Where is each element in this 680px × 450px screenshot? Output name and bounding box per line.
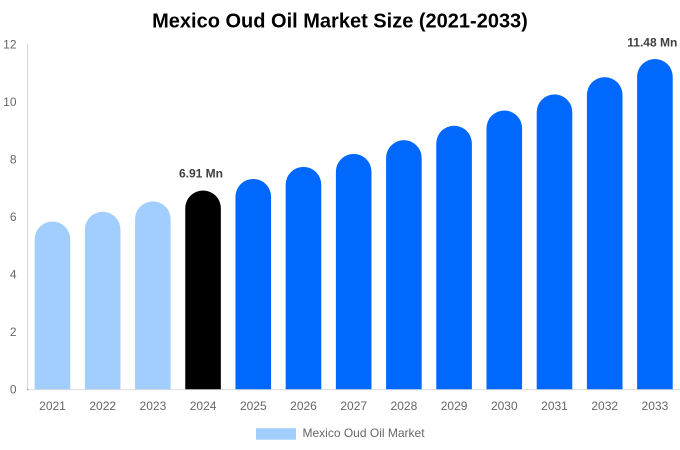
svg-text:12: 12 <box>3 37 17 51</box>
svg-text:2: 2 <box>10 325 17 339</box>
svg-text:11.48 Mn: 11.48 Mn <box>627 36 677 50</box>
svg-text:2030: 2030 <box>491 399 518 413</box>
svg-text:2029: 2029 <box>441 399 468 413</box>
svg-text:8: 8 <box>10 152 17 166</box>
svg-text:Mexico Oud Oil Market: Mexico Oud Oil Market <box>303 426 426 440</box>
svg-text:2026: 2026 <box>290 399 317 413</box>
svg-text:2031: 2031 <box>541 399 568 413</box>
svg-text:10: 10 <box>3 95 17 109</box>
svg-text:2024: 2024 <box>190 399 217 413</box>
svg-text:2021: 2021 <box>39 399 66 413</box>
svg-text:4: 4 <box>10 268 17 282</box>
svg-text:Mexico Oud Oil Market Size (20: Mexico Oud Oil Market Size (2021-2033) <box>152 11 528 33</box>
svg-text:6: 6 <box>10 210 17 224</box>
svg-text:2027: 2027 <box>340 399 367 413</box>
svg-text:2033: 2033 <box>642 399 669 413</box>
svg-text:2022: 2022 <box>89 399 116 413</box>
svg-text:2032: 2032 <box>591 399 618 413</box>
svg-text:2023: 2023 <box>140 399 167 413</box>
svg-text:6.91 Mn: 6.91 Mn <box>179 167 223 181</box>
svg-text:2028: 2028 <box>391 399 418 413</box>
svg-text:0: 0 <box>10 383 17 397</box>
svg-text:2025: 2025 <box>240 399 267 413</box>
